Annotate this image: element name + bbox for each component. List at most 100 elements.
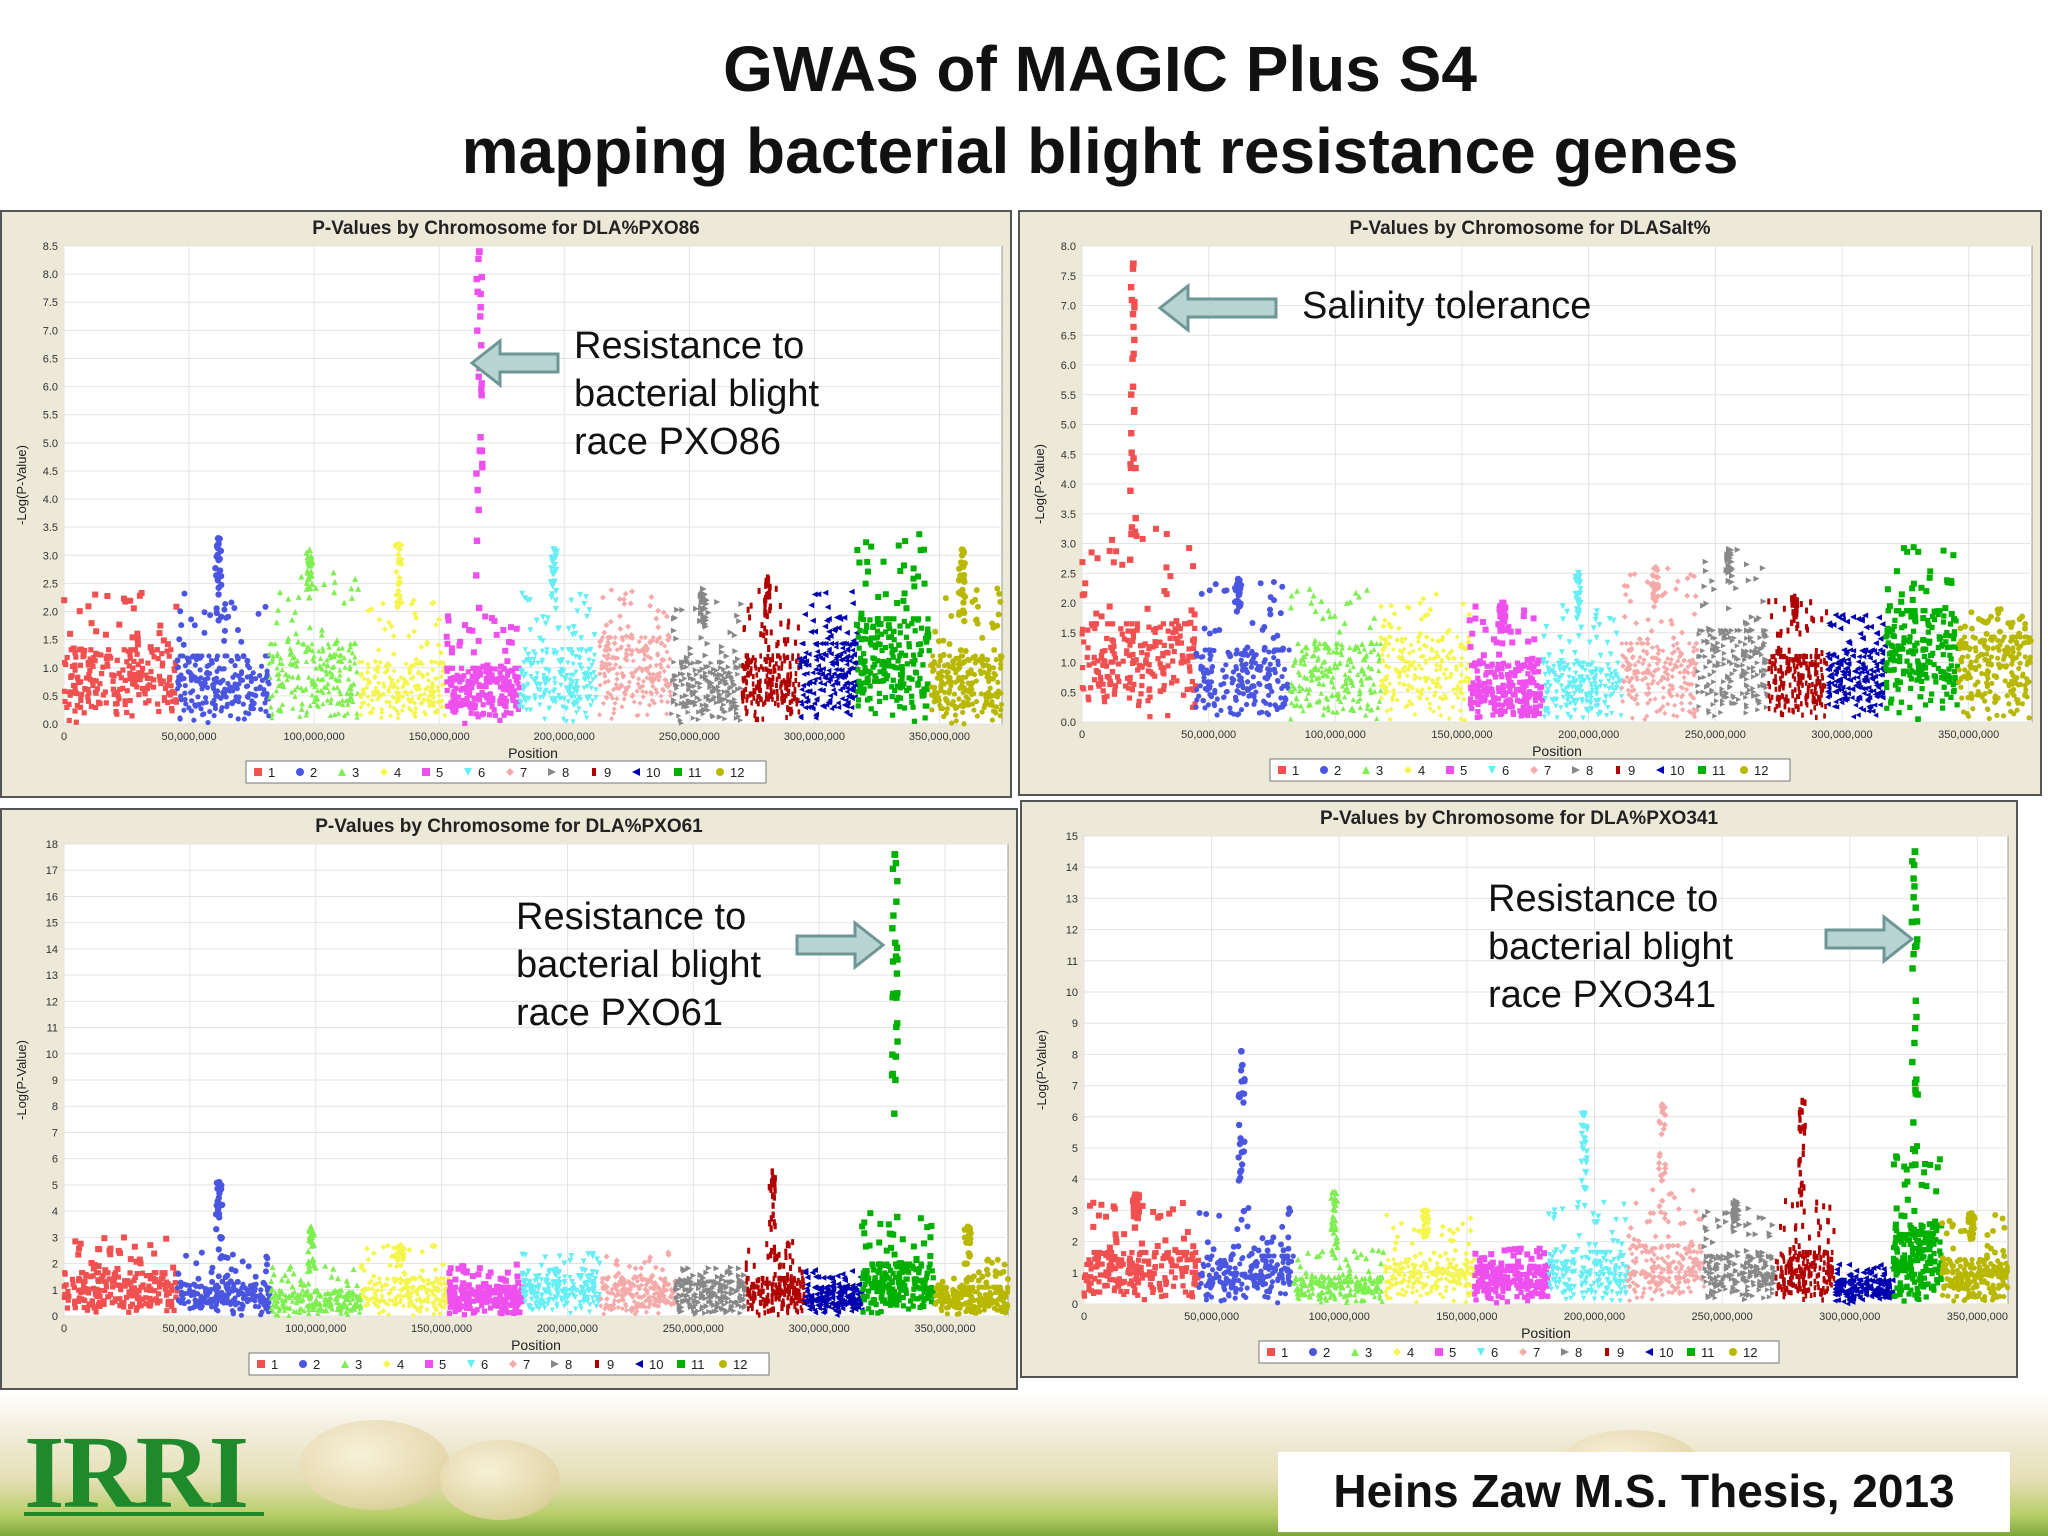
data-point xyxy=(1530,615,1537,622)
data-point xyxy=(122,677,128,683)
data-point xyxy=(836,704,842,711)
data-point xyxy=(1357,696,1363,702)
data-point xyxy=(476,669,482,675)
data-point xyxy=(716,671,723,678)
data-point xyxy=(111,691,117,698)
data-point xyxy=(1549,667,1555,674)
data-point xyxy=(1721,661,1727,667)
data-point xyxy=(1567,681,1573,688)
data-point xyxy=(599,634,606,640)
data-point xyxy=(540,694,547,700)
data-point xyxy=(458,665,465,671)
data-point xyxy=(691,660,697,666)
data-point xyxy=(476,365,483,372)
data-point xyxy=(891,637,897,643)
data-point xyxy=(110,678,116,684)
data-point xyxy=(1109,648,1115,654)
data-point xyxy=(1632,662,1638,668)
data-point xyxy=(243,710,249,716)
data-point xyxy=(1706,710,1712,716)
data-point xyxy=(785,679,788,685)
data-point xyxy=(821,681,827,687)
data-point xyxy=(477,313,484,320)
data-point xyxy=(1589,684,1595,690)
data-point xyxy=(477,304,484,311)
y-tick-label: 6.5 xyxy=(43,353,58,365)
data-point xyxy=(492,712,498,718)
data-point xyxy=(1416,634,1422,640)
data-point xyxy=(755,698,758,704)
data-point xyxy=(134,630,141,637)
data-point xyxy=(1356,593,1363,600)
data-point xyxy=(1463,674,1470,681)
data-point xyxy=(573,710,580,716)
data-point xyxy=(1618,713,1624,719)
data-point xyxy=(1447,674,1453,680)
data-point xyxy=(777,673,780,679)
data-point xyxy=(697,592,705,600)
data-point xyxy=(1143,660,1150,666)
data-point xyxy=(116,621,123,628)
data-point xyxy=(766,684,769,690)
data-point xyxy=(776,695,779,702)
data-point xyxy=(793,686,797,693)
data-point xyxy=(605,662,611,668)
data-point xyxy=(147,682,153,688)
data-point xyxy=(1211,700,1217,707)
data-point xyxy=(156,630,163,637)
data-point xyxy=(636,665,643,671)
data-point xyxy=(1311,640,1317,647)
data-point xyxy=(1088,685,1094,691)
data-point xyxy=(1147,686,1153,692)
data-point xyxy=(804,688,810,694)
data-point xyxy=(337,652,343,659)
data-point xyxy=(1573,686,1579,692)
data-point xyxy=(867,683,873,689)
data-point xyxy=(774,682,778,688)
data-point xyxy=(474,327,481,334)
data-point xyxy=(1597,683,1604,690)
data-point xyxy=(1563,703,1570,709)
data-point xyxy=(1306,702,1312,708)
data-point xyxy=(1559,603,1566,610)
data-point xyxy=(998,707,1004,713)
legend-marker xyxy=(380,768,388,776)
data-point xyxy=(300,687,306,694)
data-point xyxy=(1697,675,1704,681)
data-point xyxy=(1237,581,1245,589)
data-point xyxy=(87,667,93,674)
data-point xyxy=(352,640,359,647)
data-point xyxy=(1420,653,1427,659)
data-point xyxy=(502,647,509,654)
data-point xyxy=(172,667,178,674)
data-point xyxy=(932,684,938,690)
data-point xyxy=(155,701,161,707)
data-point xyxy=(480,702,486,708)
data-point xyxy=(623,650,629,657)
data-point xyxy=(1101,658,1107,664)
data-point xyxy=(548,594,555,601)
data-point xyxy=(837,687,843,693)
data-point xyxy=(1573,615,1581,622)
data-point xyxy=(766,668,770,674)
data-point xyxy=(478,342,485,349)
data-point xyxy=(537,681,543,687)
data-point xyxy=(673,635,680,642)
data-point xyxy=(1374,715,1380,722)
data-point xyxy=(474,486,481,494)
data-point xyxy=(120,685,126,691)
data-point xyxy=(898,664,905,670)
data-point xyxy=(365,702,372,708)
data-point xyxy=(92,658,98,664)
data-point xyxy=(715,684,722,690)
data-point xyxy=(1747,653,1753,660)
data-point xyxy=(848,654,854,660)
data-point xyxy=(1488,699,1494,706)
data-point xyxy=(559,669,565,675)
data-point xyxy=(1248,659,1255,666)
data-point xyxy=(352,575,359,582)
data-point xyxy=(1425,675,1431,681)
peak-point xyxy=(475,248,483,256)
data-point xyxy=(833,656,839,662)
data-point xyxy=(795,658,798,664)
